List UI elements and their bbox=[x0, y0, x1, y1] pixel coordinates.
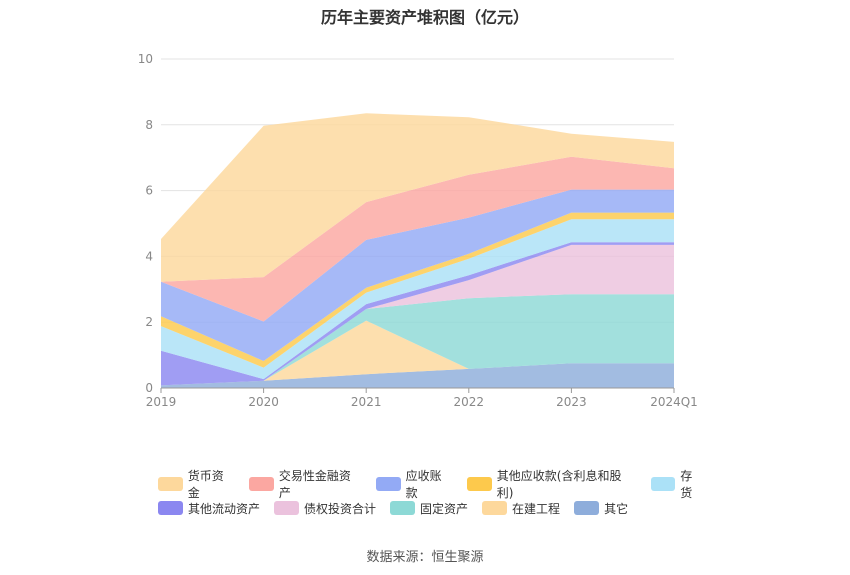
y-tick-label: 6 bbox=[145, 184, 153, 198]
area-series bbox=[161, 294, 674, 386]
legend-label: 其它 bbox=[604, 501, 629, 516]
x-tick-label: 2020 bbox=[248, 395, 279, 409]
legend-swatch bbox=[390, 501, 416, 515]
legend-item[interactable]: 其他流动资产 bbox=[158, 500, 260, 517]
legend-label: 应收账款 bbox=[405, 469, 442, 500]
x-tick-label: 2022 bbox=[454, 395, 485, 409]
chart-title: 历年主要资产堆积图（亿元） bbox=[320, 8, 529, 27]
legend-item[interactable]: 存货 bbox=[650, 467, 704, 501]
legend-swatch bbox=[158, 501, 183, 515]
legend-label: 货币资金 bbox=[187, 469, 224, 500]
legend-item[interactable]: 固定资产 bbox=[390, 500, 468, 517]
legend-label: 债权投资合计 bbox=[304, 501, 377, 516]
legend-item[interactable]: 交易性金融资产 bbox=[249, 467, 362, 501]
x-tick-label: 2021 bbox=[351, 395, 382, 409]
legend-item[interactable]: 其他应收款(含利息和股利) bbox=[467, 467, 637, 501]
x-tick-label: 2023 bbox=[556, 395, 587, 409]
legend-item[interactable]: 其它 bbox=[574, 500, 628, 517]
legend-swatch bbox=[467, 477, 492, 491]
legend-swatch bbox=[158, 477, 183, 491]
area-series bbox=[161, 244, 674, 386]
area-series bbox=[161, 363, 674, 388]
legend-swatch bbox=[375, 477, 401, 491]
x-tick-label: 2024Q1 bbox=[650, 395, 698, 409]
legend-row: 其他流动资产 债权投资合计 固定资产 在建工程 其它 bbox=[158, 496, 718, 520]
legend-label: 交易性金融资产 bbox=[278, 469, 351, 500]
legend-label: 其他流动资产 bbox=[188, 501, 261, 516]
area-series bbox=[161, 189, 674, 361]
y-tick-label: 2 bbox=[145, 315, 153, 329]
y-tick-label: 8 bbox=[145, 118, 153, 132]
area-series bbox=[161, 219, 674, 380]
stacked-area-chart: 0 2 4 6 8 10 2019 2020 2021 2022 2023 2024Q1 bbox=[138, 52, 698, 409]
y-tick-label: 10 bbox=[138, 52, 153, 66]
y-tick-label: 4 bbox=[145, 249, 153, 263]
x-tick-label: 2019 bbox=[146, 395, 177, 409]
legend-label: 固定资产 bbox=[420, 501, 469, 516]
legend-label: 存货 bbox=[680, 469, 693, 500]
legend-swatch bbox=[650, 477, 676, 491]
legend-swatch bbox=[482, 501, 508, 515]
data-source: 数据来源：恒生聚源 bbox=[366, 550, 484, 565]
y-tick-label: 0 bbox=[145, 381, 153, 395]
legend-row: 货币资金 交易性金融资产 应收账款 其他应收款(含利息和股利) 存货 bbox=[158, 469, 718, 500]
area-series bbox=[161, 156, 674, 322]
legend-item[interactable]: 债权投资合计 bbox=[274, 500, 376, 517]
area-series bbox=[161, 242, 674, 386]
legend-item[interactable]: 应收账款 bbox=[375, 467, 453, 501]
chart-legend: 货币资金 交易性金融资产 应收账款 其他应收款(含利息和股利) 存货其他流动资产 债权投资… bbox=[158, 469, 718, 520]
legend-label: 在建工程 bbox=[512, 501, 561, 516]
area-series bbox=[161, 113, 674, 282]
legend-item[interactable]: 在建工程 bbox=[482, 500, 560, 517]
legend-swatch bbox=[274, 501, 300, 515]
legend-label: 其他应收款(含利息和股利) bbox=[496, 469, 622, 500]
area-series bbox=[161, 320, 674, 386]
legend-item[interactable]: 货币资金 bbox=[158, 467, 235, 501]
legend-swatch bbox=[574, 501, 600, 515]
legend-swatch bbox=[249, 477, 274, 491]
